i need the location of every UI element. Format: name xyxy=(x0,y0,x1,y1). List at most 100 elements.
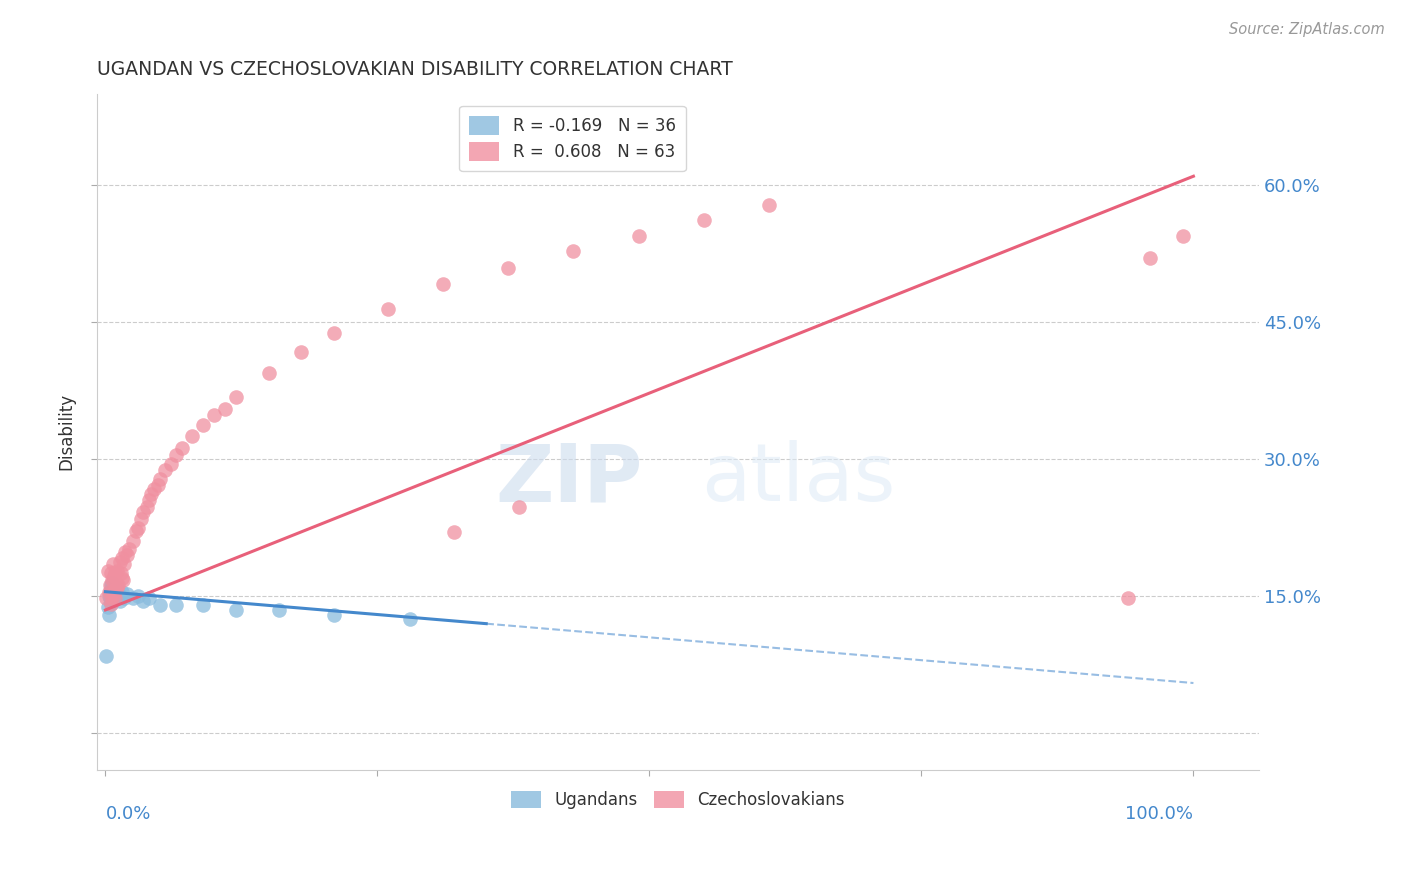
Point xyxy=(165,599,187,613)
Point xyxy=(322,326,344,341)
Point xyxy=(105,575,128,590)
Point xyxy=(97,589,120,603)
Point xyxy=(1171,228,1194,243)
Y-axis label: Disability: Disability xyxy=(58,393,75,470)
Point xyxy=(257,366,280,380)
Point xyxy=(110,566,132,581)
Point xyxy=(100,582,122,596)
Point xyxy=(114,545,136,559)
Point xyxy=(103,569,125,583)
Point xyxy=(377,301,399,316)
Point xyxy=(181,429,204,443)
Point xyxy=(138,591,160,606)
Point xyxy=(121,591,143,606)
Point xyxy=(155,463,177,477)
Point xyxy=(105,587,128,601)
Point xyxy=(107,584,129,599)
Point xyxy=(225,390,247,404)
Point xyxy=(508,500,530,514)
Point xyxy=(108,555,131,569)
Point xyxy=(111,571,134,585)
Point xyxy=(146,478,169,492)
Point xyxy=(101,584,124,599)
Point xyxy=(96,648,118,663)
Point xyxy=(97,564,120,578)
Point xyxy=(193,599,215,613)
Point xyxy=(193,417,215,432)
Point xyxy=(135,500,157,514)
Point xyxy=(159,457,181,471)
Point xyxy=(101,591,124,606)
Point xyxy=(101,558,124,572)
Point xyxy=(104,566,127,581)
Point xyxy=(127,589,149,603)
Text: Source: ZipAtlas.com: Source: ZipAtlas.com xyxy=(1229,22,1385,37)
Text: 100.0%: 100.0% xyxy=(1125,805,1194,823)
Point xyxy=(693,213,716,227)
Point xyxy=(399,612,422,626)
Point xyxy=(98,578,121,592)
Point xyxy=(97,600,120,615)
Point xyxy=(105,591,128,606)
Point xyxy=(115,548,138,562)
Text: UGANDAN VS CZECHOSLOVAKIAN DISABILITY CORRELATION CHART: UGANDAN VS CZECHOSLOVAKIAN DISABILITY CO… xyxy=(97,60,733,78)
Point xyxy=(101,573,124,587)
Point xyxy=(105,580,128,594)
Point xyxy=(202,409,225,423)
Point xyxy=(100,578,122,592)
Point xyxy=(138,493,160,508)
Point xyxy=(165,448,187,462)
Point xyxy=(121,534,143,549)
Point xyxy=(101,575,124,590)
Text: atlas: atlas xyxy=(702,441,896,518)
Point xyxy=(101,591,124,606)
Point xyxy=(127,521,149,535)
Point xyxy=(1116,591,1139,606)
Point xyxy=(111,550,134,565)
Text: 0.0%: 0.0% xyxy=(105,805,150,823)
Point xyxy=(100,566,122,581)
Point xyxy=(170,442,193,456)
Point xyxy=(103,580,125,594)
Point xyxy=(108,594,131,608)
Point xyxy=(269,603,291,617)
Point xyxy=(1139,252,1161,266)
Point xyxy=(103,587,125,601)
Point xyxy=(149,599,172,613)
Point xyxy=(105,582,128,596)
Point xyxy=(101,584,124,599)
Point xyxy=(290,344,312,359)
Point xyxy=(322,607,344,622)
Point xyxy=(225,603,247,617)
Text: ZIP: ZIP xyxy=(495,441,643,518)
Point xyxy=(97,584,120,599)
Point xyxy=(627,228,650,243)
Legend: Ugandans, Czechoslovakians: Ugandans, Czechoslovakians xyxy=(503,784,852,815)
Point xyxy=(111,584,134,599)
Point xyxy=(100,597,122,611)
Point xyxy=(112,558,135,572)
Point xyxy=(104,591,127,606)
Point xyxy=(96,591,118,606)
Point xyxy=(105,580,128,594)
Point xyxy=(132,594,155,608)
Point xyxy=(214,402,236,417)
Point xyxy=(139,487,162,501)
Point xyxy=(443,525,465,540)
Point xyxy=(101,594,124,608)
Point xyxy=(98,591,121,606)
Point xyxy=(112,591,135,606)
Point xyxy=(562,244,585,259)
Point xyxy=(104,591,127,606)
Point xyxy=(111,573,134,587)
Point xyxy=(125,524,148,538)
Point xyxy=(758,198,780,212)
Point xyxy=(118,541,141,556)
Point xyxy=(149,472,172,486)
Point xyxy=(496,260,519,275)
Point xyxy=(143,482,166,496)
Point xyxy=(97,607,120,622)
Point xyxy=(131,511,153,525)
Point xyxy=(105,564,128,578)
Point xyxy=(100,597,122,611)
